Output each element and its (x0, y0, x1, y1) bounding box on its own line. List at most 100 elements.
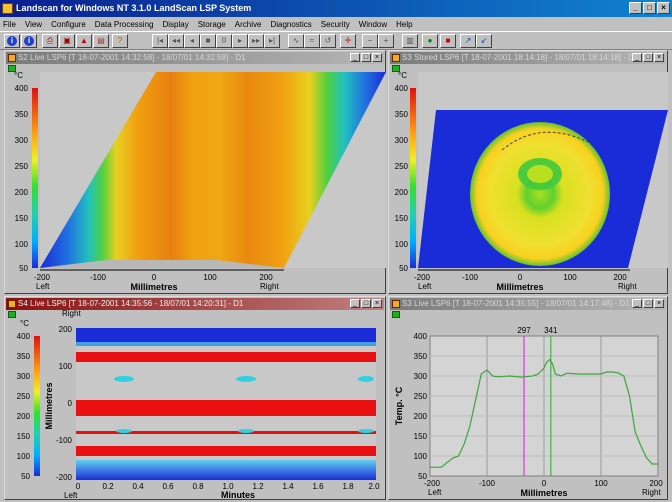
crosshair-button[interactable]: ✛ (340, 34, 356, 48)
panel-close-button[interactable]: × (372, 53, 382, 62)
cool-spot (114, 376, 134, 382)
panel-live-3d[interactable]: S2 Live LSP6 [T 18-07-2001 14:32:58] - 1… (4, 50, 386, 294)
panel-close-button[interactable]: × (372, 299, 382, 308)
zoom-in-button[interactable]: + (378, 34, 394, 48)
list-button[interactable]: ▥ (402, 34, 418, 48)
report-button[interactable]: ▤ (93, 34, 109, 48)
panel-stored-3d[interactable]: S3 Stored LSP6 [T 18-07-2001 18:14:18] -… (388, 50, 668, 294)
minimize-button[interactable]: _ (629, 2, 642, 14)
menu-security[interactable]: Security (320, 19, 350, 29)
waterfall-top-band (76, 328, 376, 342)
step-back-button[interactable]: ◂ (184, 34, 200, 48)
x-tick-label: 1.0 (222, 482, 234, 491)
print-button[interactable]: ⎙ (42, 34, 58, 48)
scale-label: 400 (17, 332, 31, 341)
fast-forward-button[interactable]: ▸▸ (248, 34, 264, 48)
scale-label: 400 (15, 84, 29, 93)
plot-area: °C 400 350 300 250 200 150 100 50 (390, 64, 668, 292)
hot-streak (76, 431, 376, 434)
menu-archive[interactable]: Archive (234, 19, 262, 29)
stop-record-button[interactable]: ■ (440, 34, 456, 48)
x-tick-label: 0.8 (192, 482, 204, 491)
right-top-label: Right (62, 310, 81, 318)
cool-spot (358, 376, 374, 382)
cursor-button[interactable]: ↗ (460, 34, 476, 48)
right-label: Right (618, 282, 637, 291)
panel-icon (8, 54, 16, 62)
panel-icon (8, 300, 16, 308)
y-tick-label: 100 (414, 452, 428, 461)
contour-line (501, 131, 589, 151)
temperature-trace (430, 358, 658, 468)
color-scale-bar (410, 88, 416, 268)
right-label: Right (260, 282, 279, 291)
panel-minimize-button[interactable]: _ (350, 53, 360, 62)
scale-label: 150 (395, 214, 409, 223)
question-button[interactable]: ? (112, 34, 128, 48)
app-title-bar: Landscan for Windows NT 3.1.0 LandScan L… (0, 0, 672, 17)
menu-configure[interactable]: Configure (51, 19, 86, 29)
x-tick-label: -100 (479, 479, 496, 488)
menu-data-processing[interactable]: Data Processing (94, 19, 154, 29)
scale-label: 100 (15, 240, 29, 249)
stop-button[interactable]: ■ (200, 34, 216, 48)
x-tick-label: 0.4 (132, 482, 144, 491)
scale-label: 300 (395, 136, 409, 145)
pointer-button[interactable]: ↙ (476, 34, 492, 48)
scale-label: 300 (17, 372, 31, 381)
scale-label: 50 (21, 472, 30, 481)
panel-live-waterfall[interactable]: S4 Live LSP6 [T 18-07-2001 14:35:56 - 18… (4, 296, 386, 500)
info-button[interactable]: i (4, 34, 20, 48)
panel-minimize-button[interactable]: _ (632, 53, 642, 62)
pause-button[interactable]: II (216, 34, 232, 48)
color-scale-bar (32, 88, 38, 268)
menu-bar: File View Configure Data Processing Disp… (0, 17, 672, 31)
panel-minimize-button[interactable]: _ (632, 299, 642, 308)
cursor-layer: 297 341 (517, 326, 558, 476)
menu-diagnostics[interactable]: Diagnostics (270, 19, 312, 29)
y-tick-label: 0 (68, 399, 73, 408)
menu-view[interactable]: View (24, 19, 43, 29)
close-button[interactable]: × (657, 2, 670, 14)
zoom-out-button[interactable]: − (362, 34, 378, 48)
x-tick-label: 200 (259, 273, 273, 282)
scale-label: 100 (395, 240, 409, 249)
scale-unit: °C (398, 71, 407, 80)
camera-button[interactable]: ▣ (59, 34, 75, 48)
left-label: Left (36, 282, 50, 291)
wave-button[interactable]: ∿ (288, 34, 304, 48)
menu-help[interactable]: Help (396, 19, 413, 29)
rewind-button[interactable]: ◂◂ (168, 34, 184, 48)
panel-maximize-button[interactable]: □ (361, 299, 371, 308)
panel-close-button[interactable]: × (654, 299, 664, 308)
info2-button[interactable]: i (21, 34, 37, 48)
panel-maximize-button[interactable]: □ (361, 53, 371, 62)
panel-maximize-button[interactable]: □ (643, 299, 653, 308)
panel-title-bar: S3 Live LSP6 [T 18-07-2001 14:35:55] - 1… (390, 298, 666, 310)
panel-close-button[interactable]: × (654, 53, 664, 62)
left-label: Left (428, 488, 442, 497)
x-tick-label: 100 (594, 479, 608, 488)
reset-button[interactable]: ↺ (320, 34, 336, 48)
strip-base (40, 260, 284, 268)
record-button[interactable]: ● (422, 34, 438, 48)
hot-band-center (76, 400, 376, 416)
menu-display[interactable]: Display (162, 19, 189, 29)
panel-live-profile[interactable]: S3 Live LSP6 [T 18-07-2001 14:35:55] - 1… (388, 296, 668, 500)
alarm-button[interactable]: ▲ (76, 34, 92, 48)
x-tick-label: 1.4 (282, 482, 294, 491)
menu-window[interactable]: Window (358, 19, 388, 29)
first-frame-button[interactable]: |◂ (152, 34, 168, 48)
play-button[interactable]: ▸ (232, 34, 248, 48)
last-frame-button[interactable]: ▸| (264, 34, 280, 48)
x-tick-label: 0.2 (102, 482, 114, 491)
maximize-button[interactable]: □ (643, 2, 656, 14)
menu-storage[interactable]: Storage (197, 19, 226, 29)
panel-maximize-button[interactable]: □ (643, 53, 653, 62)
y-tick-label: 50 (418, 472, 427, 481)
panel-minimize-button[interactable]: _ (350, 299, 360, 308)
menu-file[interactable]: File (3, 19, 16, 29)
scale-label: 250 (17, 392, 31, 401)
status-indicator (8, 65, 16, 72)
wave2-button[interactable]: ≈ (304, 34, 320, 48)
